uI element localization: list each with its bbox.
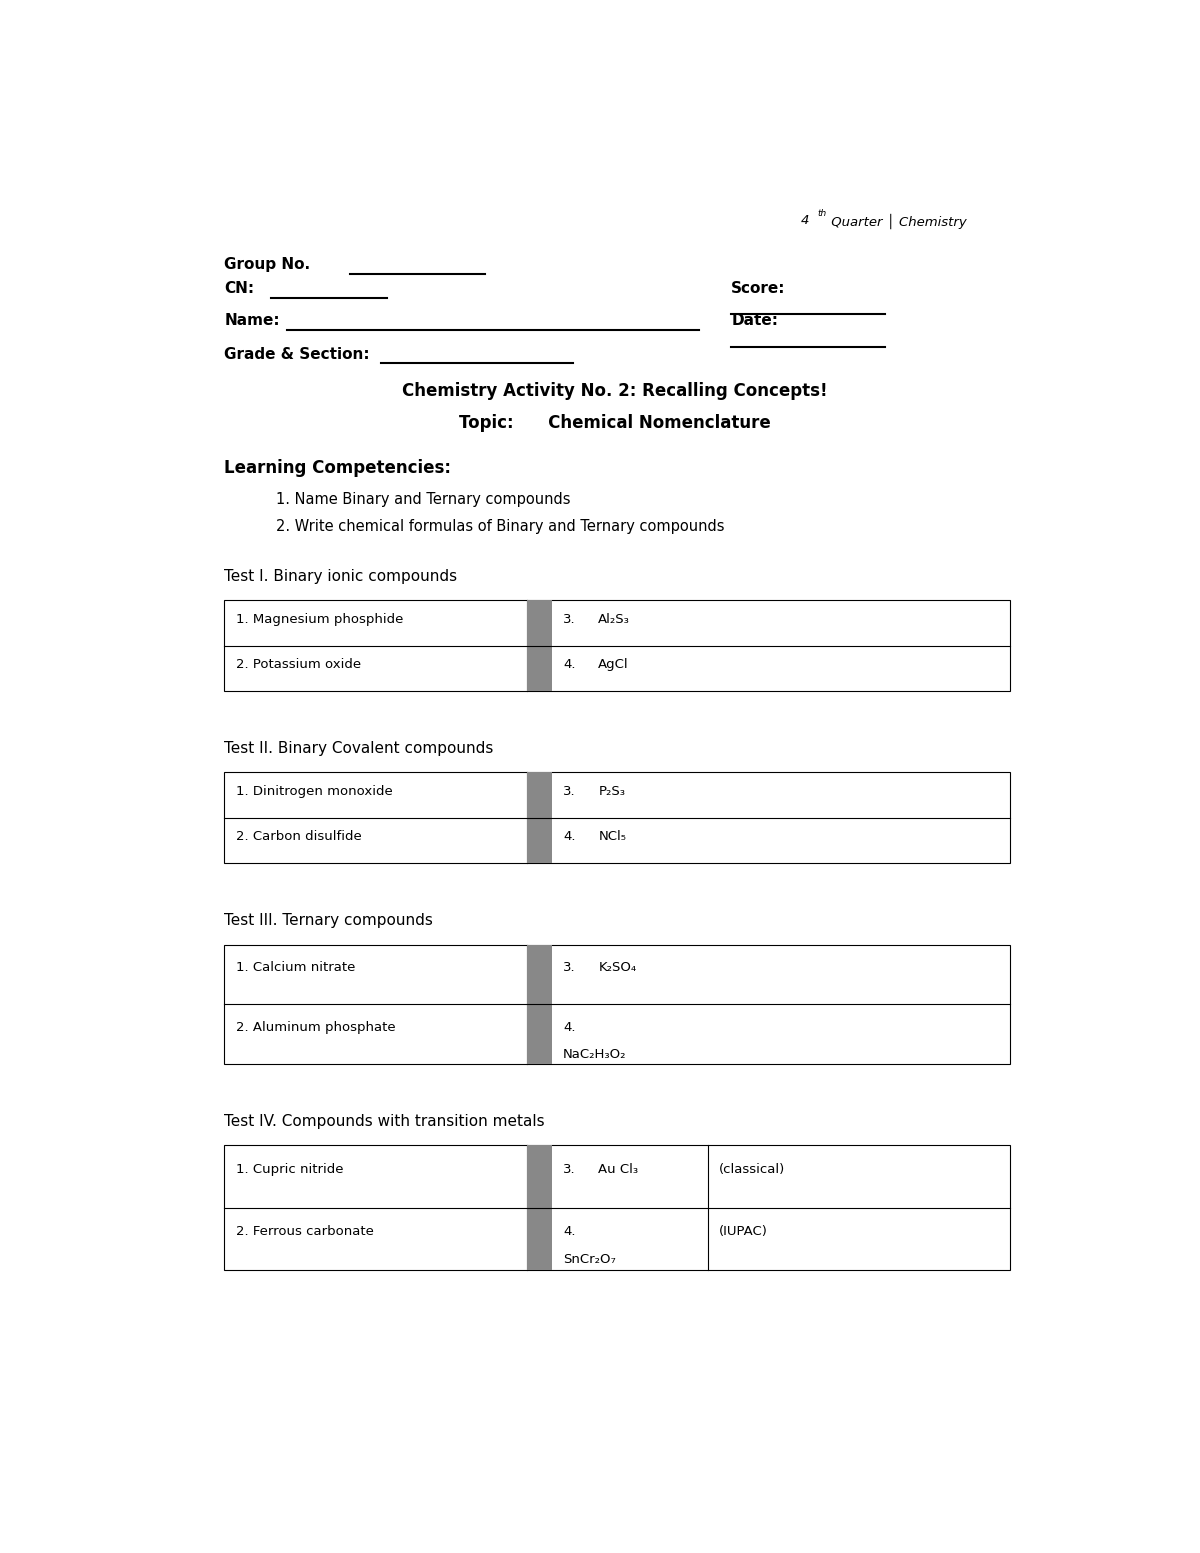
Text: 3.: 3. [563, 1163, 576, 1176]
Text: P₂S₃: P₂S₃ [599, 784, 625, 798]
Text: Chemistry Activity No. 2: Recalling Concepts!: Chemistry Activity No. 2: Recalling Conc… [402, 382, 828, 401]
Text: Test IV. Compounds with transition metals: Test IV. Compounds with transition metal… [224, 1115, 545, 1129]
Text: 1. Cupric nitride: 1. Cupric nitride [235, 1163, 343, 1176]
Bar [224, 599, 1010, 691]
Text: CN:: CN: [224, 281, 254, 295]
Text: SnCr₂O₇: SnCr₂O₇ [563, 1253, 616, 1266]
Text: Grade & Section:: Grade & Section: [224, 346, 370, 362]
Text: th: th [817, 210, 827, 217]
Text: (classical): (classical) [719, 1163, 786, 1176]
Bar [224, 944, 1010, 1064]
Text: 4.: 4. [563, 1020, 576, 1034]
Text: 4: 4 [802, 214, 809, 227]
Bar [527, 772, 552, 863]
Text: 2. Write chemical formulas of Binary and Ternary compounds: 2. Write chemical formulas of Binary and… [276, 519, 724, 534]
Text: 1. Dinitrogen monoxide: 1. Dinitrogen monoxide [235, 784, 392, 798]
Bar [527, 1146, 552, 1270]
Text: Test III. Ternary compounds: Test III. Ternary compounds [224, 913, 433, 929]
Text: Date:: Date: [731, 314, 779, 328]
Text: 4.: 4. [563, 831, 576, 843]
Text: AgCl: AgCl [599, 658, 629, 671]
Text: 3.: 3. [563, 613, 576, 626]
Text: 3.: 3. [563, 961, 576, 974]
Text: 1. Name Binary and Ternary compounds: 1. Name Binary and Ternary compounds [276, 492, 570, 508]
Text: Topic:      Chemical Nomenclature: Topic: Chemical Nomenclature [460, 413, 770, 432]
Text: 1. Calcium nitrate: 1. Calcium nitrate [235, 961, 355, 974]
Text: 2. Aluminum phosphate: 2. Aluminum phosphate [235, 1020, 395, 1034]
Text: NaC₂H₃O₂: NaC₂H₃O₂ [563, 1048, 626, 1061]
Text: Name:: Name: [224, 314, 280, 328]
Text: 1. Magnesium phosphide: 1. Magnesium phosphide [235, 613, 403, 626]
Text: K₂SO₄: K₂SO₄ [599, 961, 636, 974]
Bar [224, 1146, 1010, 1270]
Bar [224, 772, 1010, 863]
Text: 2. Ferrous carbonate: 2. Ferrous carbonate [235, 1225, 373, 1238]
Text: Group No.: Group No. [224, 256, 311, 272]
Text: (IUPAC): (IUPAC) [719, 1225, 768, 1238]
Text: Au Cl₃: Au Cl₃ [599, 1163, 638, 1176]
Text: Test I. Binary ionic compounds: Test I. Binary ionic compounds [224, 568, 457, 584]
Text: Quarter │ Chemistry: Quarter │ Chemistry [827, 214, 967, 230]
Text: 4.: 4. [563, 658, 576, 671]
Text: NCl₅: NCl₅ [599, 831, 626, 843]
Text: Learning Competencies:: Learning Competencies: [224, 460, 451, 477]
Text: 2. Potassium oxide: 2. Potassium oxide [235, 658, 361, 671]
Bar [527, 944, 552, 1064]
Text: Al₂S₃: Al₂S₃ [599, 613, 630, 626]
Text: 3.: 3. [563, 784, 576, 798]
Bar [527, 599, 552, 691]
Text: Test II. Binary Covalent compounds: Test II. Binary Covalent compounds [224, 741, 493, 756]
Text: Score:: Score: [731, 281, 786, 295]
Text: 4.: 4. [563, 1225, 576, 1238]
Text: 2. Carbon disulfide: 2. Carbon disulfide [235, 831, 361, 843]
